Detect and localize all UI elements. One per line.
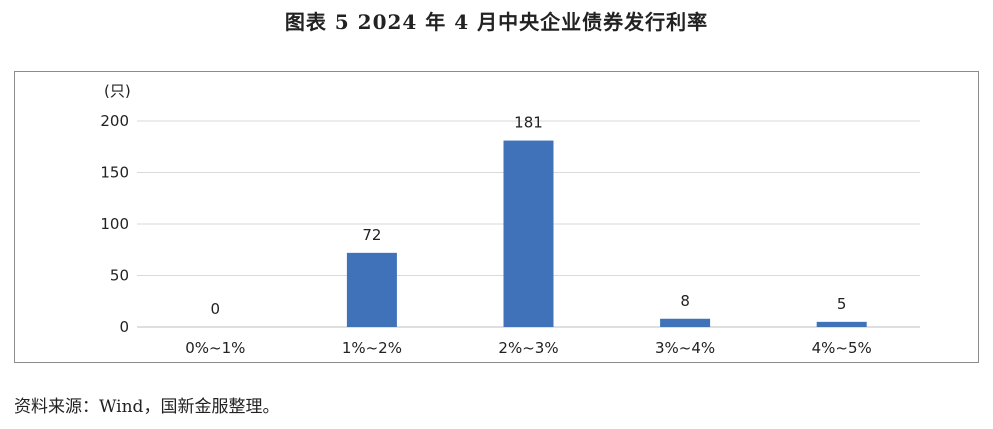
data-label: 0 — [211, 300, 221, 318]
bars — [346, 140, 867, 327]
y-tick-labels: 0 50 100 150 200 — [100, 112, 129, 336]
x-tick-label: 1%~2% — [342, 339, 402, 357]
y-tick-label: 50 — [110, 267, 129, 285]
y-tick-label: 150 — [100, 164, 129, 182]
x-tick-label: 4%~5% — [812, 339, 872, 357]
y-axis-label: (只) — [104, 82, 131, 100]
chart-title: 图表 5 2024 年 4 月中央企业债券发行利率 — [284, 10, 709, 34]
y-tick-label: 0 — [119, 318, 129, 336]
y-tick-label: 200 — [100, 112, 129, 130]
chart-frame — [14, 71, 979, 363]
x-tick-labels: 0%~1% 1%~2% 2%~3% 3%~4% 4%~5% — [185, 339, 872, 357]
bar — [816, 321, 867, 327]
x-tick-label: 3%~4% — [655, 339, 715, 357]
x-tick-label: 0%~1% — [185, 339, 245, 357]
data-labels: 0 72 181 8 5 — [211, 114, 847, 318]
bar — [660, 318, 711, 327]
bar — [346, 252, 397, 327]
source-note: 资料来源：Wind，国新金服整理。 — [14, 397, 280, 417]
y-tick-label: 100 — [100, 215, 129, 233]
data-label: 181 — [514, 114, 543, 132]
data-label: 8 — [680, 292, 690, 310]
bar — [503, 140, 554, 327]
x-tick-label: 2%~3% — [498, 339, 558, 357]
data-label: 5 — [837, 295, 847, 313]
data-label: 72 — [362, 226, 381, 244]
